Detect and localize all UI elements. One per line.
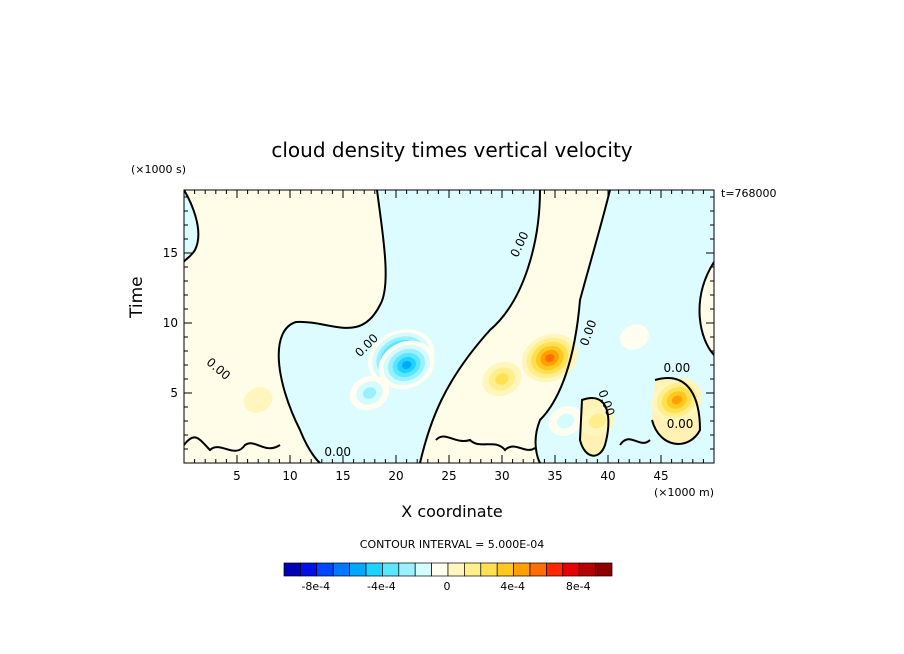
contour-label: 0.00 — [324, 445, 351, 459]
field-blob-7-level-1 — [243, 387, 273, 413]
colorbar-tick-label: 0 — [444, 580, 451, 593]
x-tick-label: 30 — [494, 469, 509, 483]
y-axis-unit: (×1000 s) — [131, 163, 187, 176]
colorbar-swatch — [447, 562, 465, 577]
colorbar: -8e-4 -4e-4 0 4e-4 8e-4 — [283, 562, 613, 593]
colorbar-swatch — [578, 562, 596, 577]
x-tick-label: 15 — [335, 469, 350, 483]
field-blob-1-level-6 — [401, 360, 412, 370]
colorbar-swatch — [431, 562, 449, 577]
colorbar-swatch — [316, 562, 334, 577]
colorbar-swatch — [283, 562, 301, 577]
y-tick-label: 5 — [170, 386, 178, 400]
colorbar-swatch — [365, 562, 383, 577]
field-blob-4-level-3 — [495, 373, 509, 385]
field-blob-3-level-6 — [545, 353, 555, 363]
field-blob-8-level-2 — [557, 413, 575, 429]
colorbar-swatch — [546, 562, 564, 577]
field-blobs — [243, 324, 703, 437]
colorbar-swatch — [496, 562, 514, 577]
zero-contour-right — [534, 190, 611, 463]
zero-contour-bottom-noise — [184, 435, 651, 452]
x-axis-label: X coordinate — [401, 502, 503, 521]
x-tick-label: 20 — [388, 469, 403, 483]
colorbar-tick-label: 4e-4 — [500, 580, 525, 593]
zero-contour-pocket-a — [578, 397, 610, 457]
x-tick-label: 45 — [653, 469, 668, 483]
field-blob-9-level-1 — [620, 324, 649, 350]
zero-contour-pocket-b — [651, 377, 702, 445]
colorbar-swatch — [414, 562, 432, 577]
field-blob-5-level-5 — [671, 395, 682, 405]
colorbar-swatch — [398, 562, 416, 577]
contour-label: 0.00 — [667, 417, 694, 431]
time-stamp: t=768000 — [721, 187, 777, 200]
negative-region-left — [184, 190, 199, 262]
colorbar-swatch — [480, 562, 498, 577]
field-blob-2-level-3 — [362, 387, 377, 399]
contour-label: 0.00 — [664, 361, 691, 375]
x-axis-unit: (×1000 m) — [654, 486, 715, 499]
x-tick-label: 10 — [282, 469, 297, 483]
colorbar-tick-label: -8e-4 — [301, 580, 330, 593]
axes: 5 10 15 20 25 30 35 40 45 5 10 15 — [163, 190, 714, 483]
zero-contours — [184, 190, 714, 463]
colorbar-swatch — [382, 562, 400, 577]
colorbar-swatch — [349, 562, 367, 577]
colorbar-tick-label: -4e-4 — [367, 580, 396, 593]
zero-contour-right-edge — [698, 261, 714, 356]
negative-region-center — [278, 190, 540, 463]
x-tick-label: 40 — [600, 469, 615, 483]
contour-interval-label: CONTOUR INTERVAL = 5.000E-04 — [359, 538, 545, 551]
field-blob-6-level-2 — [588, 413, 606, 429]
y-tick-label: 10 — [163, 316, 178, 330]
zero-contour-center-b — [419, 190, 541, 463]
y-tick-label: 15 — [163, 246, 178, 260]
colorbar-swatch — [332, 562, 350, 577]
colorbar-swatch — [464, 562, 482, 577]
colorbar-swatch — [513, 562, 531, 577]
x-tick-label: 5 — [233, 469, 241, 483]
chart-title: cloud density times vertical velocity — [271, 138, 633, 162]
colorbar-swatch — [300, 562, 318, 577]
x-tick-label: 35 — [547, 469, 562, 483]
zero-contour-left — [184, 190, 200, 263]
colorbar-swatch — [529, 562, 547, 577]
colorbar-swatch — [562, 562, 580, 577]
colorbar-swatch — [595, 562, 613, 577]
x-tick-label: 25 — [441, 469, 456, 483]
colorbar-tick-label: 8e-4 — [566, 580, 591, 593]
zero-contour-center-a — [277, 190, 387, 463]
